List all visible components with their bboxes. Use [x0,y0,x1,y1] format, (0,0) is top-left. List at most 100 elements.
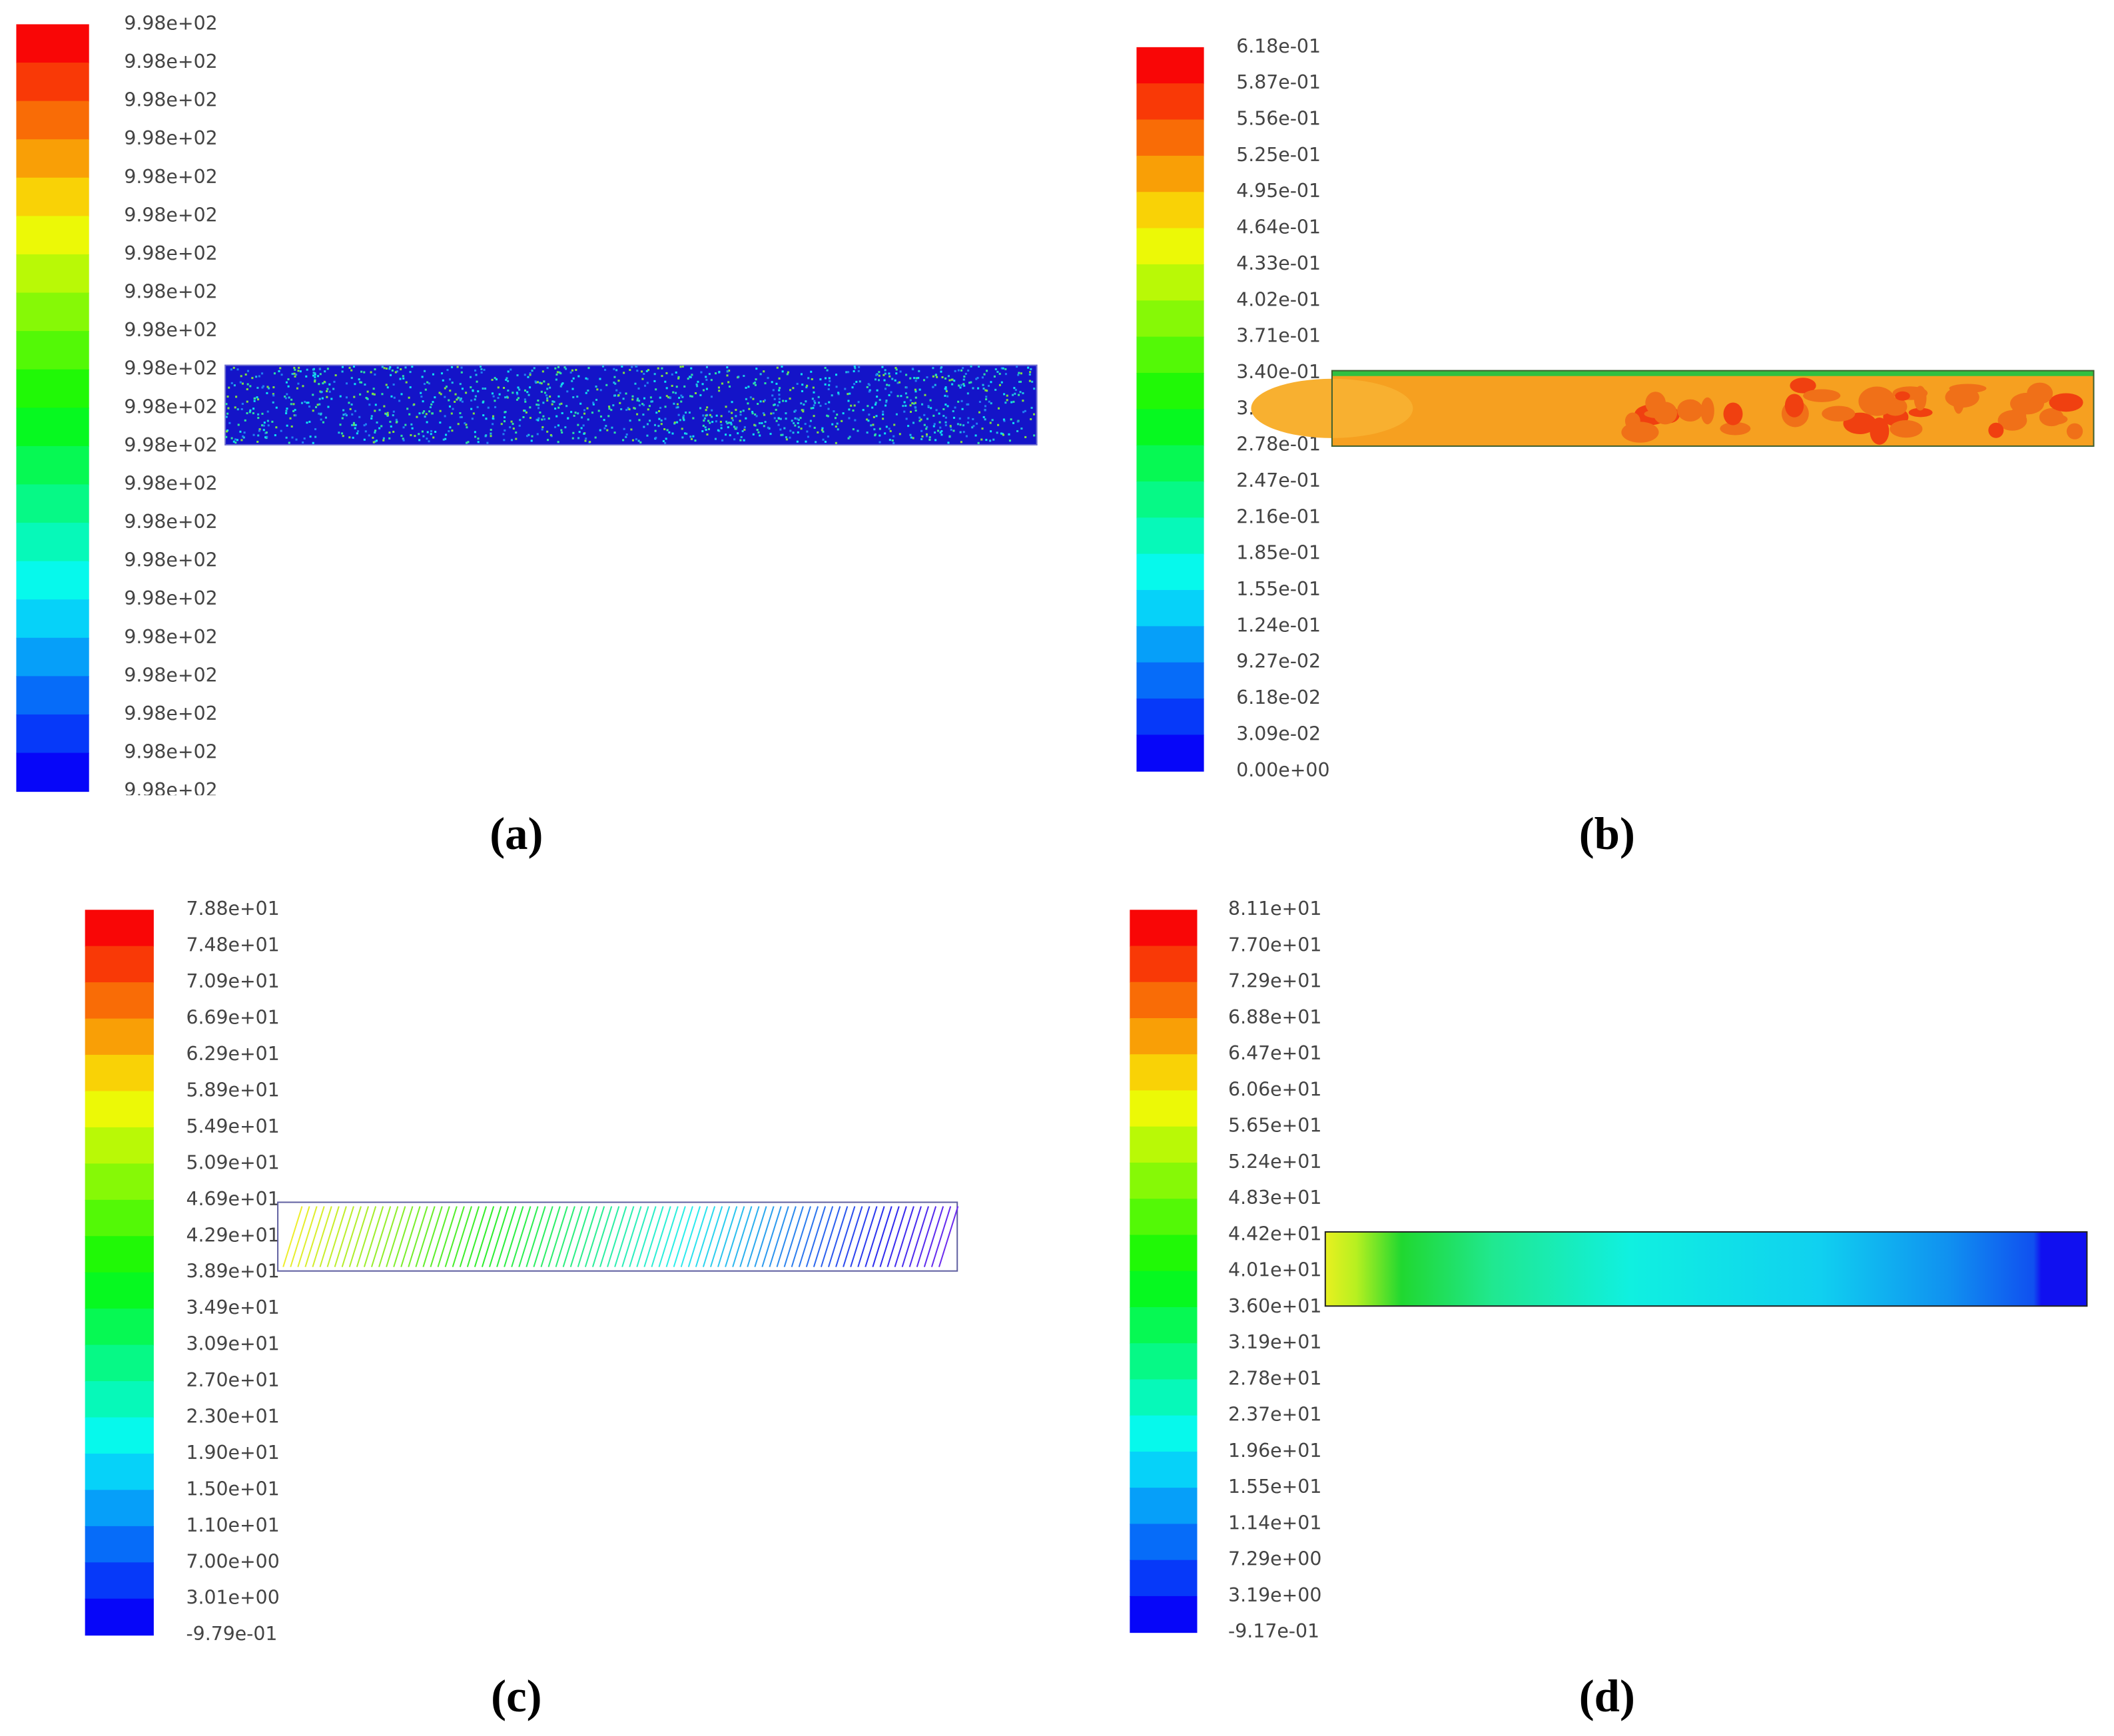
speckle [810,407,813,410]
colorbar-band [85,982,154,1019]
speckle [922,379,926,382]
colorbar-label: 3.09e+01 [186,1333,279,1355]
speckle [421,430,424,433]
speckle [390,425,392,428]
speckle [681,436,684,439]
speckle [300,402,304,404]
colorbar-band [85,1417,154,1454]
speckle [542,415,545,418]
panel: 9.98e+029.98e+029.98e+029.98e+029.98e+02… [16,12,1038,795]
speckle [932,425,935,428]
speckle [804,423,807,426]
speckle [623,428,625,430]
speckle [341,370,344,373]
speckle [494,377,496,380]
speckle [888,428,890,430]
speckle [571,437,574,439]
speckle [653,380,656,382]
speckle [226,412,229,415]
speckle [622,439,625,441]
speckle [959,386,962,389]
speckle [536,433,539,435]
speckle [385,367,388,370]
speckle [752,398,755,400]
speckle [665,395,668,398]
speckle [366,398,369,400]
domain-outline [1331,370,2095,447]
vector-streak [769,1206,789,1267]
speckle [225,435,228,438]
speckle [794,417,797,420]
speckle [261,386,264,389]
colorbar-band [1130,1017,1198,1055]
speckle [442,438,445,441]
contour-region [2041,414,2068,425]
speckle [772,412,775,415]
speckle [547,439,549,441]
speckle [452,408,454,410]
speckle [512,428,515,430]
speckle [402,437,404,440]
speckle [423,383,426,386]
speckle [308,406,311,408]
speckle [763,425,765,428]
speckle [961,408,964,410]
speckle [603,427,606,430]
speckle [272,394,275,397]
speckle [646,423,649,426]
speckle [755,368,758,370]
speckle [831,394,833,397]
speckle [695,383,698,386]
speckle [687,378,689,380]
speckle [404,366,407,369]
speckle [945,390,948,393]
speckle [273,372,276,375]
speckle [775,382,778,385]
speckle [914,380,917,382]
speckle [689,376,692,379]
speckle [320,418,322,421]
speckle [947,375,950,378]
colorbar-label: 6.06e+01 [1228,1078,1321,1100]
colorbar-label: 7.88e+01 [186,898,279,920]
colorbar-label: 9.98e+02 [124,511,217,533]
vector-streak [297,1206,318,1267]
vector-streak [459,1206,480,1267]
speckle [948,435,951,437]
speckle [286,408,288,410]
colorbar-label: 2.37e+01 [1228,1404,1321,1426]
contour-domain [224,364,1038,445]
speckle [290,398,293,401]
speckle [709,422,711,424]
speckle [314,428,317,431]
vector-streak [813,1206,834,1267]
speckle [345,414,348,417]
speckle [237,424,240,426]
speckle [659,406,662,410]
speckle [551,403,553,406]
speckle [378,409,381,412]
speckle [733,438,736,441]
vector-streak [636,1206,657,1267]
speckle [932,414,935,417]
speckle [524,389,527,392]
speckle [374,368,376,371]
contour-region [1822,406,1856,422]
speckle [835,426,837,428]
speckle [848,417,851,420]
speckle [569,371,572,374]
speckle [994,368,997,371]
speckle [421,376,424,378]
vector-streak [754,1206,775,1267]
speckle [777,404,779,407]
speckle [613,376,616,378]
speckle [559,385,562,388]
speckle [402,439,405,441]
speckle [636,370,639,372]
speckle [854,367,857,370]
speckle [470,376,472,378]
speckle [306,422,308,424]
speckle [735,415,737,418]
colorbar-band [1136,626,1204,663]
speckle [342,409,345,412]
